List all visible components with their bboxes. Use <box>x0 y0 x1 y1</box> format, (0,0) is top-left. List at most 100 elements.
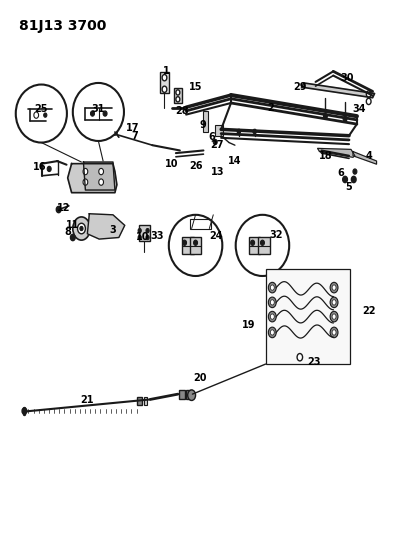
Bar <box>190 238 201 254</box>
Text: 33: 33 <box>151 231 164 241</box>
Circle shape <box>83 179 88 185</box>
Bar <box>266 269 350 364</box>
Polygon shape <box>302 83 375 98</box>
Text: 20: 20 <box>193 373 206 383</box>
Circle shape <box>270 330 274 335</box>
Circle shape <box>176 96 180 102</box>
Circle shape <box>146 229 149 233</box>
Circle shape <box>71 235 75 241</box>
Circle shape <box>44 113 47 117</box>
Text: 2: 2 <box>267 103 274 114</box>
Text: 31: 31 <box>92 104 105 114</box>
Text: 4: 4 <box>365 151 372 161</box>
Text: 28: 28 <box>175 106 189 116</box>
Circle shape <box>83 168 88 175</box>
Circle shape <box>183 240 186 245</box>
Circle shape <box>251 240 255 245</box>
Text: 22: 22 <box>362 306 375 316</box>
Bar <box>182 238 194 254</box>
Text: 29: 29 <box>293 82 306 92</box>
Polygon shape <box>83 162 115 190</box>
Bar <box>138 225 150 241</box>
Circle shape <box>34 112 39 118</box>
Circle shape <box>366 91 371 97</box>
Circle shape <box>113 129 117 135</box>
Circle shape <box>99 179 103 185</box>
Circle shape <box>332 285 336 290</box>
Circle shape <box>176 90 180 95</box>
Circle shape <box>270 314 274 319</box>
Text: 17: 17 <box>126 123 139 133</box>
Bar <box>215 125 223 136</box>
Polygon shape <box>68 164 117 192</box>
Ellipse shape <box>16 85 67 142</box>
Text: 11: 11 <box>66 220 79 230</box>
Circle shape <box>330 311 338 322</box>
Text: 26: 26 <box>189 161 202 171</box>
Circle shape <box>162 75 167 81</box>
Text: 16: 16 <box>34 163 47 172</box>
Text: 10: 10 <box>136 232 149 243</box>
Text: 25: 25 <box>35 104 48 114</box>
Circle shape <box>261 240 265 245</box>
Circle shape <box>162 86 167 92</box>
Circle shape <box>269 297 276 308</box>
Circle shape <box>213 140 217 144</box>
Bar <box>179 390 186 399</box>
Text: 1: 1 <box>163 66 170 76</box>
Text: 15: 15 <box>189 82 202 92</box>
Circle shape <box>22 408 27 414</box>
Text: 34: 34 <box>352 104 365 114</box>
Circle shape <box>47 166 51 172</box>
Text: 8: 8 <box>64 227 71 237</box>
Polygon shape <box>318 148 355 157</box>
Text: 18: 18 <box>318 151 332 161</box>
Text: 24: 24 <box>209 231 223 241</box>
Circle shape <box>353 169 357 174</box>
Circle shape <box>352 176 356 183</box>
Circle shape <box>270 285 274 290</box>
Circle shape <box>343 116 347 122</box>
Bar <box>174 88 182 103</box>
Polygon shape <box>353 151 377 164</box>
Text: 3: 3 <box>110 224 117 235</box>
Circle shape <box>366 98 371 104</box>
Text: 81J13 3700: 81J13 3700 <box>18 19 106 33</box>
Circle shape <box>194 240 198 245</box>
Text: 14: 14 <box>228 156 242 166</box>
Circle shape <box>269 311 276 322</box>
Text: 10: 10 <box>165 159 179 168</box>
Circle shape <box>237 130 241 134</box>
Circle shape <box>77 223 85 234</box>
Bar <box>190 219 211 229</box>
Bar <box>136 397 142 405</box>
Circle shape <box>80 227 83 231</box>
Circle shape <box>330 297 338 308</box>
Text: 21: 21 <box>81 395 94 405</box>
Text: 6: 6 <box>338 167 344 177</box>
Text: 7: 7 <box>131 131 138 141</box>
Text: 19: 19 <box>242 319 255 329</box>
Text: 5: 5 <box>346 182 352 192</box>
Circle shape <box>330 282 338 293</box>
Circle shape <box>138 236 141 240</box>
Ellipse shape <box>169 215 222 276</box>
Text: 30: 30 <box>340 72 354 83</box>
Bar <box>144 397 147 405</box>
Circle shape <box>332 300 336 305</box>
Circle shape <box>269 282 276 293</box>
Circle shape <box>138 229 141 233</box>
Circle shape <box>99 168 103 175</box>
Text: 13: 13 <box>210 166 224 176</box>
Ellipse shape <box>73 83 124 141</box>
Bar <box>203 111 208 132</box>
Bar <box>258 238 270 254</box>
Circle shape <box>56 206 61 213</box>
Text: 23: 23 <box>307 358 320 367</box>
Circle shape <box>270 300 274 305</box>
Circle shape <box>253 130 256 134</box>
Circle shape <box>343 176 348 183</box>
Circle shape <box>332 330 336 335</box>
Circle shape <box>324 114 327 119</box>
Text: 27: 27 <box>210 140 224 150</box>
